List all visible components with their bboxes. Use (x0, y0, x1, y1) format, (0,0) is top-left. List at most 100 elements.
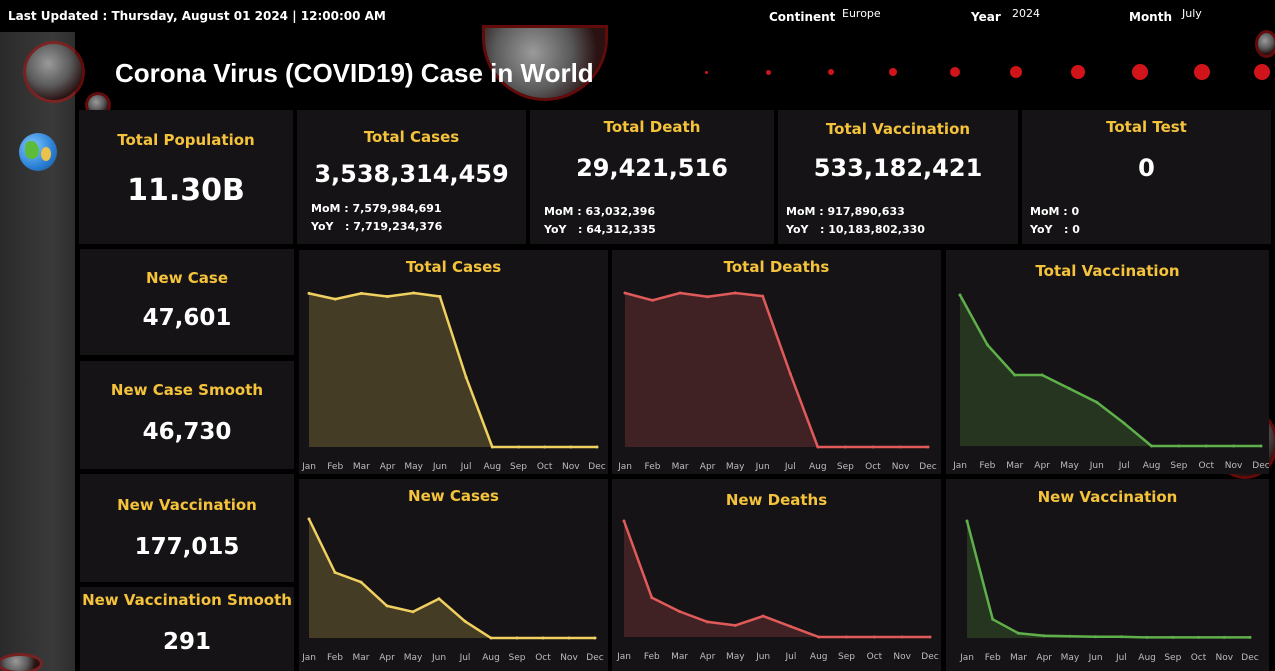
x-tick-label: Dec (921, 652, 938, 662)
data-point[interactable] (1222, 635, 1226, 639)
new-deaths-chart[interactable]: Jan Feb Mar Apr May Jun Jul Aug Sep Oct Nov Dec (612, 479, 941, 671)
data-point[interactable] (307, 291, 311, 295)
x-tick-label: Jun (755, 462, 770, 472)
x-tick-label: Mar (353, 653, 370, 663)
x-tick-label: Jun (1088, 653, 1103, 663)
data-point[interactable] (899, 445, 902, 449)
data-point[interactable] (1013, 373, 1017, 377)
data-point[interactable] (463, 619, 467, 623)
data-point[interactable] (761, 614, 765, 618)
continent-filter[interactable]: Europe (842, 7, 881, 20)
data-point[interactable] (958, 293, 962, 297)
data-point[interactable] (333, 571, 337, 574)
x-tick-label: Mar (353, 462, 370, 472)
data-point[interactable] (706, 620, 709, 624)
data-point[interactable] (386, 295, 389, 298)
data-point[interactable] (1150, 444, 1153, 448)
data-point[interactable] (789, 625, 793, 629)
data-point[interactable] (845, 635, 848, 639)
data-point[interactable] (1040, 373, 1044, 377)
data-point[interactable] (490, 445, 494, 449)
data-point[interactable] (1177, 444, 1181, 448)
data-point[interactable] (706, 295, 710, 299)
data-point[interactable] (965, 519, 969, 523)
year-filter[interactable]: 2024 (1012, 7, 1040, 20)
x-tick-label: Mar (1010, 653, 1027, 663)
data-point[interactable] (985, 343, 989, 347)
data-point[interactable] (926, 445, 930, 449)
data-point[interactable] (541, 636, 545, 640)
data-point[interactable] (569, 445, 573, 449)
x-tick-label: Dec (588, 462, 605, 472)
area-fill (309, 519, 595, 638)
data-point[interactable] (1095, 400, 1099, 404)
data-point[interactable] (412, 291, 416, 295)
x-tick-label: Feb (327, 653, 343, 663)
data-point[interactable] (437, 597, 441, 601)
total-deaths-chart[interactable]: Jan Feb Mar Apr May Jun Jul Aug Sep Oct Nov Dec (612, 250, 941, 474)
month-filter[interactable]: July (1182, 7, 1202, 20)
data-point[interactable] (543, 445, 547, 449)
total-cases-chart[interactable]: Jan Feb Mar Apr May Jun Jul Aug Sep Oct Nov Dec (299, 250, 608, 474)
data-point[interactable] (622, 519, 626, 523)
data-point[interactable] (1042, 634, 1046, 638)
data-point[interactable] (900, 635, 904, 639)
data-point[interactable] (1017, 631, 1020, 635)
data-point[interactable] (733, 623, 737, 627)
data-point[interactable] (1171, 635, 1175, 639)
data-point[interactable] (464, 375, 468, 379)
data-point[interactable] (1122, 421, 1126, 425)
data-point[interactable] (1197, 635, 1200, 639)
total-vaccination-chart[interactable]: Jan Feb Mar Apr May Jun Jul Aug Sep Oct Nov Dec (946, 250, 1269, 474)
series-line (622, 520, 930, 639)
data-point[interactable] (1204, 444, 1208, 448)
data-point[interactable] (733, 291, 737, 295)
x-tick-label: Aug (1138, 653, 1156, 663)
data-point[interactable] (593, 636, 597, 640)
data-point[interactable] (817, 635, 821, 639)
data-point[interactable] (678, 610, 682, 613)
data-point[interactable] (1119, 635, 1123, 639)
data-point[interactable] (651, 298, 654, 302)
x-tick-label: Jan (952, 461, 967, 471)
data-point[interactable] (816, 445, 820, 449)
data-point[interactable] (359, 580, 363, 584)
data-point[interactable] (307, 517, 311, 521)
data-point[interactable] (411, 610, 415, 614)
continent-filter-label: Continent (769, 10, 836, 24)
data-point[interactable] (761, 294, 765, 298)
x-tick-label: Apr (380, 462, 396, 472)
data-point[interactable] (333, 297, 337, 301)
data-point[interactable] (678, 291, 682, 295)
data-point[interactable] (623, 291, 627, 295)
data-point[interactable] (872, 635, 876, 639)
data-point[interactable] (788, 372, 792, 376)
x-tick-label: Oct (535, 653, 551, 663)
data-point[interactable] (359, 291, 363, 295)
data-point[interactable] (928, 635, 932, 639)
data-point[interactable] (1094, 635, 1098, 639)
data-point[interactable] (385, 604, 389, 608)
data-point[interactable] (1248, 635, 1252, 639)
data-point[interactable] (438, 295, 442, 298)
data-point[interactable] (595, 445, 599, 449)
x-tick-label: Nov (1216, 653, 1234, 663)
data-point[interactable] (515, 636, 519, 640)
new-cases-chart[interactable]: Jan Feb Mar Apr May Jun Jul Aug Sep Oct Nov Dec (299, 479, 608, 671)
data-point[interactable] (517, 445, 520, 449)
x-tick-label: Apr (700, 652, 716, 662)
data-point[interactable] (1259, 444, 1263, 448)
data-point[interactable] (567, 636, 571, 640)
data-point[interactable] (650, 596, 654, 600)
data-point[interactable] (1068, 634, 1072, 638)
data-point[interactable] (991, 617, 995, 621)
new-vaccination-chart[interactable]: Jan Feb Mar Apr May Jun Jul Aug Sep Oct Nov Dec (946, 479, 1269, 671)
data-point[interactable] (1232, 444, 1236, 448)
data-point[interactable] (871, 445, 875, 449)
x-tick-label: Oct (537, 462, 553, 472)
globe-icon[interactable] (19, 133, 57, 171)
data-point[interactable] (1145, 635, 1149, 639)
data-point[interactable] (1068, 387, 1071, 391)
data-point[interactable] (489, 636, 493, 640)
data-point[interactable] (843, 445, 847, 449)
